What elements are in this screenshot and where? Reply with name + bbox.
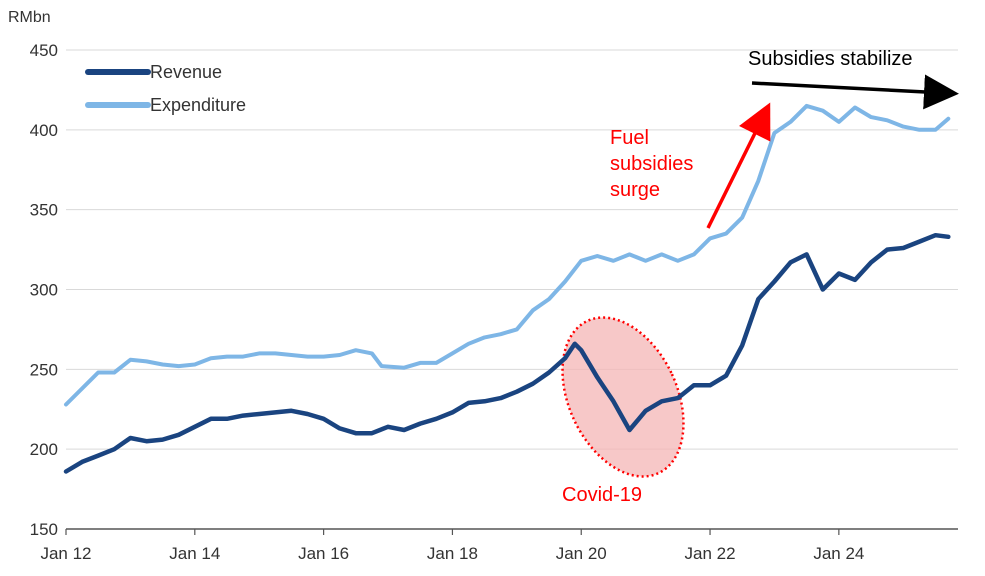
y-tick-label: 150: [30, 520, 58, 539]
x-tick-label: Jan 12: [40, 544, 91, 563]
y-axis-unit-label: RMbn: [8, 9, 51, 26]
y-tick-label: 450: [30, 41, 58, 60]
annotation-fuel-line-1: Fuel: [610, 127, 649, 149]
gridlines: [66, 49, 958, 530]
legend-label-expenditure: Expenditure: [150, 95, 246, 115]
y-tick-label: 200: [30, 440, 58, 459]
y-tick-label: 400: [30, 121, 58, 140]
arrow-subsidies-stabilize: [751, 74, 959, 110]
x-tick-label: Jan 16: [298, 544, 349, 563]
series-layer: [63, 103, 951, 474]
legend: Revenue Expenditure: [85, 62, 246, 115]
annotation-covid-19: Covid-19: [562, 484, 642, 506]
annotation-fuel-line-2: subsidies: [610, 153, 693, 175]
x-tick-label: Jan 22: [685, 544, 736, 563]
series-line-expenditure: [64, 103, 951, 407]
x-tick-label: Jan 18: [427, 544, 478, 563]
y-axis: 150 200 250 300 350 400 450: [30, 41, 58, 539]
x-tick-label: Jan 24: [813, 544, 864, 563]
series-line-revenue: [63, 232, 951, 474]
x-tick-label: Jan 14: [169, 544, 220, 563]
legend-label-revenue: Revenue: [150, 62, 222, 82]
annotation-fuel-line-3: surge: [610, 179, 660, 201]
x-axis: Jan 12 Jan 14 Jan 16 Jan 18 Jan 20 Jan 22 Jan …: [40, 529, 864, 563]
y-tick-label: 350: [30, 201, 58, 220]
x-tick-label: Jan 20: [556, 544, 607, 563]
annotation-subsidies-stabilize: Subsidies stabilize: [748, 48, 913, 70]
arrow-fuel-subsidies-surge: [706, 102, 771, 229]
y-tick-label: 250: [30, 360, 58, 379]
covid-highlight-ellipse: [561, 316, 685, 478]
y-tick-label: 300: [30, 281, 58, 300]
